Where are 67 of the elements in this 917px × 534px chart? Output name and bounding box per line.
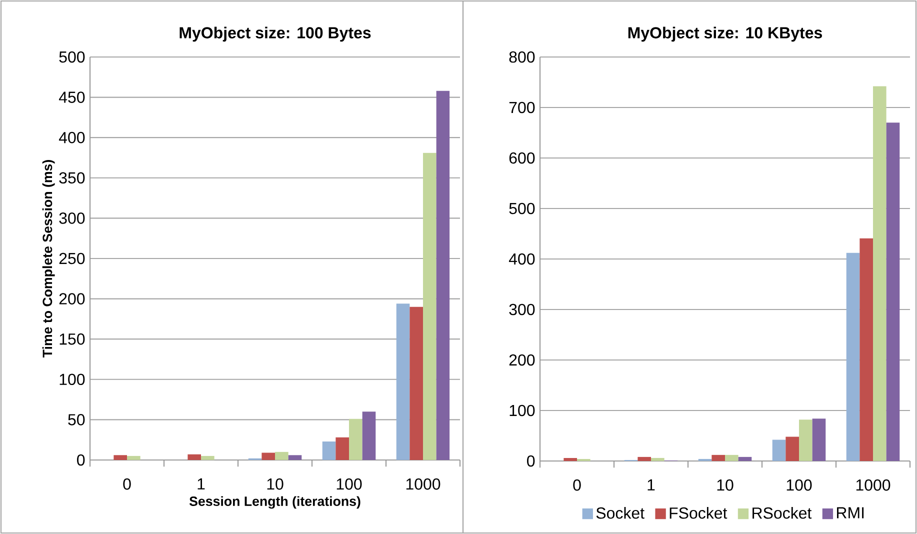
y-axis-title: Time to Complete Session (ms) [42,160,55,358]
legend-label: RSocket [752,506,812,519]
y-tick-label: 600 [509,152,535,164]
y-tick-label: 400 [508,253,535,265]
legend-label: RMI [837,507,864,518]
y-tick-label: 250 [59,252,85,264]
bar [288,455,302,460]
bar [127,456,140,460]
bar [188,454,202,460]
bar [436,90,450,460]
bar [873,86,886,461]
bar [423,152,436,460]
x-tick-label: 10 [267,478,284,490]
bar [275,452,288,460]
x-tick-label: 0 [573,479,581,491]
bar [410,306,424,460]
y-tick-label: 700 [509,102,535,114]
y-tick-label: 0 [527,455,535,467]
y-tick-label: 50 [68,414,85,426]
bar [638,456,651,461]
y-tick-label: 400 [58,132,85,144]
bar [336,437,350,460]
y-tick-label: 100 [510,404,535,416]
bar [772,440,786,461]
y-tick-label: 300 [59,212,85,224]
bar [651,458,664,461]
x-axis-title: Session Length (iterations) [189,496,360,509]
y-tick-label: 450 [58,92,85,103]
bar [738,456,752,461]
x-tick-label: 1 [198,478,205,490]
bar [322,441,336,460]
bar [349,418,362,460]
y-tick-label: 150 [60,333,85,345]
bar [886,122,900,461]
bar [812,418,826,461]
bar [262,452,276,460]
x-tick-label: 1000 [406,478,440,490]
y-tick-label: 300 [509,304,535,316]
bar [786,436,799,461]
y-tick-label: 200 [59,293,85,304]
bar [114,455,128,460]
bar [799,420,812,461]
legend-label: FSocket [670,506,728,519]
y-tick-label: 350 [59,172,85,184]
chart-title: MyObject size: 10 KBytes [628,26,822,42]
chart-title: MyObject size: 100 Bytes [180,26,371,42]
bar [860,238,873,461]
x-tick-label: 10 [717,479,734,491]
bar [725,454,738,461]
x-tick-label: 100 [336,478,362,490]
bar [564,458,578,461]
y-tick-label: 500 [509,202,535,214]
x-tick-label: 1 [648,479,655,490]
y-tick-label: 500 [59,51,85,63]
bar [396,304,410,460]
y-tick-label: 100 [60,374,85,386]
x-tick-label: 1000 [856,479,890,491]
x-tick-label: 100 [786,479,812,491]
y-tick-label: 0 [77,454,85,466]
x-tick-label: 0 [123,478,131,490]
bar [201,456,214,460]
y-tick-label: 200 [509,354,535,366]
y-tick-label: 800 [509,51,535,63]
legend-label: Socket [596,506,644,519]
bar [362,412,376,460]
bar [712,454,725,461]
bar [846,252,860,461]
